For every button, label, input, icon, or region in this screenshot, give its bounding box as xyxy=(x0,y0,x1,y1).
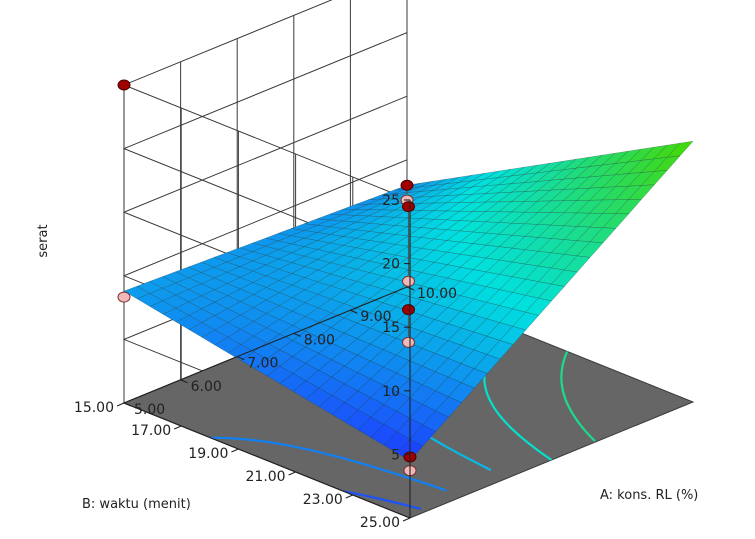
b-axis-tick xyxy=(345,494,354,499)
b-tick-label: 19.00 xyxy=(188,446,228,462)
b-tick-label: 25.00 xyxy=(360,515,400,531)
b-axis-tick xyxy=(173,425,182,430)
a-axis-tick xyxy=(350,309,358,314)
a-axis-tick xyxy=(293,332,302,337)
contour-line xyxy=(210,436,447,492)
z-tick-label: 20 xyxy=(382,257,400,273)
design-point-predicted xyxy=(402,336,415,348)
design-point-predicted xyxy=(117,291,131,303)
b-axis-title: B: waktu (menit) xyxy=(82,497,191,512)
design-point-observed xyxy=(117,79,131,91)
b-tick-label: 17.00 xyxy=(131,423,171,439)
z-tick-label: 15 xyxy=(382,320,400,336)
a-axis-tick xyxy=(123,402,132,407)
z-tick-label: 10 xyxy=(382,384,400,400)
b-axis-tick xyxy=(402,517,411,522)
a-tick-label: 5.00 xyxy=(134,402,165,418)
contour-line xyxy=(560,350,596,442)
response-surface xyxy=(123,140,694,462)
z-tick-label: 5 xyxy=(391,447,400,463)
b-axis-tick xyxy=(116,402,125,407)
a-axis-tick xyxy=(406,286,415,291)
design-point-observed xyxy=(402,201,415,213)
a-axis-tick xyxy=(180,379,188,384)
a-tick-label: 6.00 xyxy=(191,379,222,395)
design-point-observed xyxy=(400,179,414,191)
a-tick-label: 9.00 xyxy=(360,309,391,325)
wall-grid-line xyxy=(122,0,411,201)
b-tick-label: 23.00 xyxy=(303,492,343,508)
axis-lines xyxy=(116,199,415,522)
b-tick-label: 15.00 xyxy=(74,400,114,416)
design-points xyxy=(117,79,417,477)
axis-labels: serat B: waktu (menit) A: kons. RL (%) 5… xyxy=(36,193,698,531)
design-point-predicted xyxy=(402,275,415,287)
a-tick-label: 8.00 xyxy=(304,332,335,348)
b-axis-tick xyxy=(288,471,296,476)
a-tick-label: 7.00 xyxy=(247,356,278,372)
z-tick-label: 25 xyxy=(382,193,400,209)
contour-line xyxy=(343,490,422,510)
design-point-observed xyxy=(402,304,415,316)
a-tick-label: 10.00 xyxy=(417,286,457,302)
b-axis-tick xyxy=(231,448,239,453)
b-tick-label: 21.00 xyxy=(246,469,286,485)
z-axis-title: serat xyxy=(36,224,51,257)
a-axis-tick xyxy=(236,356,245,361)
a-axis-title: A: kons. RL (%) xyxy=(600,488,698,503)
